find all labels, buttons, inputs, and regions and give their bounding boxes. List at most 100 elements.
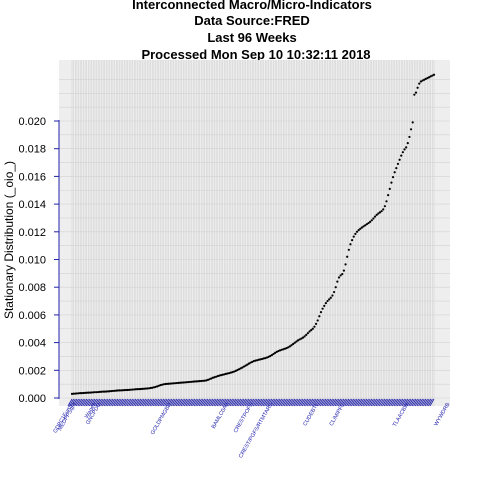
- x-tick: [128, 398, 133, 407]
- x-tick: [234, 398, 240, 407]
- x-tick: [236, 398, 242, 407]
- data-point: [269, 354, 272, 358]
- data-point: [383, 205, 386, 208]
- data-point: [239, 367, 242, 370]
- x-tick: [357, 398, 363, 407]
- x-tick: [426, 398, 432, 407]
- x-tick: [390, 398, 396, 407]
- x-tick: [187, 398, 192, 407]
- data-point: [360, 226, 364, 229]
- x-tick: [97, 398, 102, 407]
- x-tick: [131, 398, 137, 407]
- data-point: [274, 351, 277, 354]
- data-point: [84, 391, 87, 394]
- x-tick: [149, 398, 155, 407]
- x-tick: [185, 398, 191, 407]
- data-point: [321, 307, 324, 310]
- data-point: [390, 181, 393, 184]
- data-point: [382, 208, 385, 211]
- data-point: [310, 329, 313, 332]
- x-tick: [362, 398, 368, 407]
- x-axis-ticks: [67, 398, 435, 407]
- data-point: [103, 390, 106, 393]
- x-tick: [346, 398, 351, 407]
- data-point: [175, 381, 178, 385]
- y-tick-label: 0.020: [18, 116, 46, 128]
- data-point: [385, 200, 388, 203]
- x-tick: [339, 398, 345, 407]
- data-point: [287, 346, 290, 349]
- x-tick: [306, 398, 312, 407]
- x-tick: [182, 398, 188, 407]
- data-point: [167, 382, 170, 385]
- data-point: [375, 213, 378, 217]
- x-tick: [238, 398, 243, 407]
- x-tick: [298, 398, 304, 407]
- x-tick: [269, 398, 274, 407]
- data-point: [106, 390, 110, 393]
- data-point: [311, 327, 314, 330]
- x-tick: [365, 398, 371, 407]
- x-tick: [215, 398, 220, 407]
- x-tick: [272, 398, 278, 407]
- x-tick: [308, 398, 314, 407]
- x-tick: [391, 398, 397, 407]
- data-point: [237, 368, 241, 371]
- x-tick: [382, 398, 387, 407]
- x-tick: [280, 398, 286, 407]
- data-point: [431, 74, 434, 77]
- x-tick: [188, 398, 194, 407]
- x-tick: [133, 398, 138, 407]
- data-point: [391, 175, 395, 179]
- x-tick: [116, 398, 122, 407]
- x-tick: [331, 398, 337, 407]
- x-tick: [349, 398, 355, 407]
- x-tick: [328, 398, 333, 407]
- data-point: [305, 333, 308, 336]
- x-tick: [383, 398, 389, 407]
- data-point: [352, 235, 355, 238]
- data-point: [133, 388, 136, 391]
- x-tick: [169, 398, 174, 407]
- x-tick: [418, 398, 423, 407]
- x-tick: [193, 398, 199, 407]
- data-point: [419, 80, 422, 83]
- data-point: [306, 332, 309, 335]
- x-tick: [274, 398, 279, 407]
- data-point: [313, 325, 316, 328]
- title-line-4: Processed Mon Sep 10 10:32:11 2018: [141, 47, 370, 62]
- y-tick-label: 0.012: [18, 227, 46, 239]
- x-tick: [152, 398, 158, 407]
- data-point: [288, 345, 291, 348]
- x-tick: [351, 398, 356, 407]
- x-tick: [377, 398, 382, 407]
- data-point: [203, 379, 206, 382]
- x-tick: [226, 398, 232, 407]
- data-point: [336, 280, 339, 283]
- data-point: [401, 151, 404, 154]
- x-tick-label: GOLDPMGBD: [150, 402, 173, 436]
- x-tick: [143, 398, 148, 407]
- data-point: [249, 361, 252, 364]
- data-point: [126, 388, 129, 392]
- x-tick: [141, 398, 147, 407]
- x-tick: [110, 398, 115, 407]
- x-tick: [393, 398, 399, 407]
- data-point: [408, 135, 411, 139]
- x-tick: [93, 398, 99, 407]
- data-point: [342, 269, 346, 272]
- x-tick: [398, 398, 404, 407]
- data-point: [162, 383, 165, 386]
- x-tick: [334, 398, 340, 407]
- x-tick: [311, 398, 317, 407]
- data-point: [293, 341, 296, 344]
- data-point: [169, 382, 172, 385]
- data-point: [147, 387, 151, 390]
- data-point: [416, 86, 419, 89]
- data-point: [377, 212, 380, 215]
- data-point: [270, 353, 273, 357]
- data-point: [295, 340, 298, 343]
- x-tick: [429, 398, 435, 407]
- data-point: [95, 391, 98, 394]
